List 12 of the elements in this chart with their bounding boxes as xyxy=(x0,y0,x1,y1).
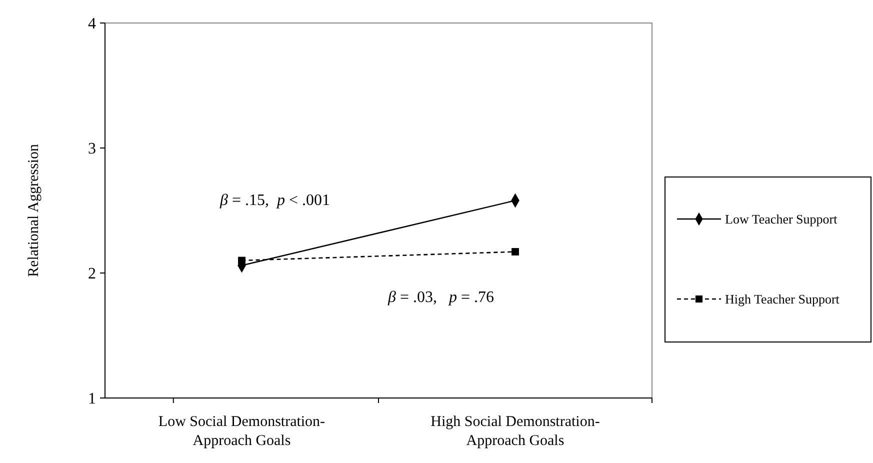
x-tick-label: High Social Demonstration- Approach Goals xyxy=(430,414,600,449)
legend-label: High Teacher Support xyxy=(725,292,840,307)
y-tick-label: 4 xyxy=(88,16,96,33)
y-tick-label: 1 xyxy=(88,390,96,408)
point xyxy=(512,248,519,256)
y-tick-label: 2 xyxy=(88,266,96,283)
x-tick-label: Low Social Demonstration- Approach Goals xyxy=(158,414,326,449)
legend-label: Low Teacher Support xyxy=(725,212,838,227)
annotation: β = .03, p = .76 xyxy=(387,289,494,306)
annotation: β = .15, p < .001 xyxy=(219,192,330,209)
y-axis-title: Relational Aggression xyxy=(26,144,42,277)
y-tick-label: 3 xyxy=(88,140,96,158)
